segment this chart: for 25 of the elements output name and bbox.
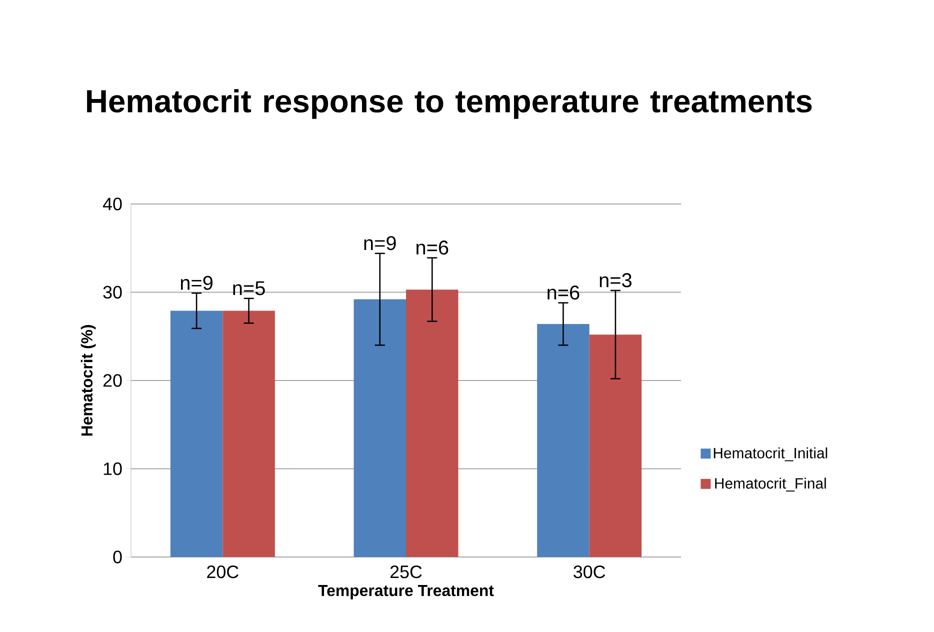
legend-label: Hematocrit_Initial bbox=[714, 447, 828, 462]
y-tick-label: 0 bbox=[113, 550, 122, 564]
x-tick-label: 30C bbox=[574, 565, 606, 578]
x-tick-label: 25C bbox=[390, 565, 422, 578]
x-tick-label: 20C bbox=[207, 565, 238, 578]
annotation: n=5 bbox=[233, 281, 265, 296]
bar bbox=[406, 290, 458, 557]
bar bbox=[537, 324, 590, 557]
y-tick-label: 30 bbox=[103, 286, 122, 299]
bar bbox=[589, 334, 642, 557]
y-tick-label: 10 bbox=[104, 462, 122, 476]
annotation: n=9 bbox=[364, 236, 396, 250]
annotation: n=6 bbox=[416, 240, 448, 255]
annotation: n=6 bbox=[548, 286, 580, 300]
x-axis-title: Temperature Treatment bbox=[318, 585, 494, 600]
bar bbox=[354, 299, 406, 557]
y-axis-title: Hematocrit (%) bbox=[80, 325, 96, 436]
bar bbox=[170, 310, 223, 557]
y-tick-label: 20 bbox=[103, 374, 122, 387]
annotation: n=9 bbox=[180, 276, 213, 290]
legend-label: Hematocrit_Final bbox=[715, 478, 826, 492]
y-tick-label: 40 bbox=[102, 198, 122, 210]
bar bbox=[222, 310, 275, 557]
annotation: n=3 bbox=[600, 273, 632, 288]
chart-title: Hematocrit response to temperature treatments bbox=[87, 89, 812, 119]
